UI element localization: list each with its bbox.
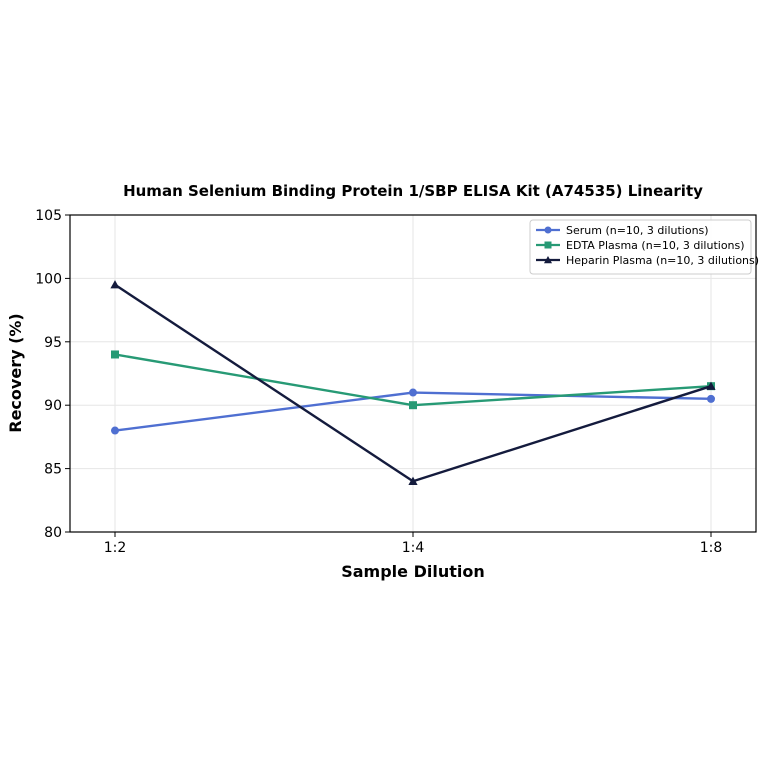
data-point	[707, 394, 715, 403]
x-axis-label: Sample Dilution	[341, 562, 485, 581]
legend-marker	[544, 226, 552, 234]
data-point	[111, 350, 119, 359]
y-tick-label: 95	[44, 335, 62, 351]
x-tick-label: 1:8	[700, 540, 723, 556]
legend-marker	[544, 241, 552, 249]
series-3	[110, 280, 716, 485]
axis-ticks: 80 85 90 95 100 105 1:2 1:4 1:8	[35, 208, 722, 556]
data-point	[706, 381, 716, 390]
legend-label: Heparin Plasma (n=10, 3 dilutions)	[566, 254, 759, 267]
legend: Serum (n=10, 3 dilutions) EDTA Plasma (n=…	[529, 219, 759, 275]
chart-title: Human Selenium Binding Protein 1/SBP ELI…	[123, 182, 703, 200]
legend-label: EDTA Plasma (n=10, 3 dilutions)	[566, 239, 745, 252]
data-point	[111, 426, 119, 435]
legend-item: EDTA Plasma (n=10, 3 dilutions)	[536, 239, 745, 252]
y-tick-label: 80	[44, 525, 62, 541]
x-tick-label: 1:4	[402, 540, 425, 556]
x-tick-label: 1:2	[104, 540, 127, 556]
legend-item: Serum (n=10, 3 dilutions)	[536, 224, 709, 237]
data-point	[408, 476, 418, 485]
legend-marker	[543, 255, 553, 264]
legend-label: Serum (n=10, 3 dilutions)	[566, 224, 709, 237]
legend-box	[529, 219, 752, 275]
data-point	[110, 280, 120, 289]
series-1	[111, 388, 715, 435]
y-tick-label: 100	[35, 271, 62, 287]
data-point	[409, 401, 417, 410]
series-group	[110, 280, 716, 485]
legend-item: Heparin Plasma (n=10, 3 dilutions)	[536, 254, 759, 267]
data-point	[409, 388, 417, 397]
y-tick-label: 85	[44, 462, 62, 478]
y-tick-label: 105	[35, 208, 62, 224]
y-axis-label: Recovery (%)	[6, 313, 25, 432]
y-tick-label: 90	[44, 398, 62, 414]
